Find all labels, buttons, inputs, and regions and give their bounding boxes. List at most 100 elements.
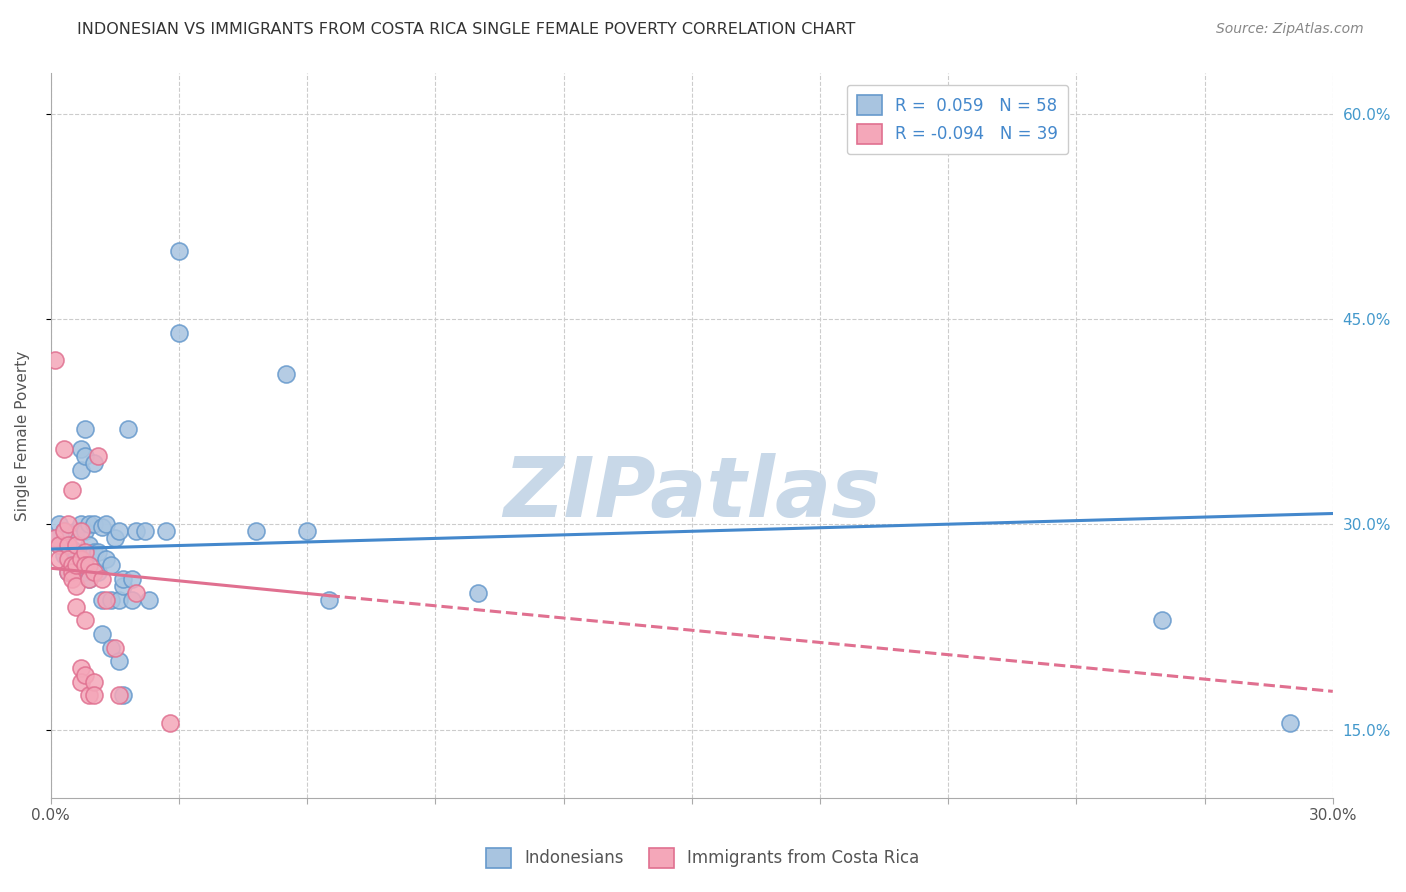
Point [69, 463, 91, 477]
Point [69, 524, 91, 539]
Point [79, 572, 101, 586]
Point [44, 353, 66, 368]
Point [56, 517, 79, 532]
Point [73, 558, 96, 573]
Point [167, 326, 190, 340]
Point [60, 558, 83, 573]
Point [91, 627, 114, 641]
Text: ZIPatlas: ZIPatlas [503, 453, 880, 534]
Point [73, 422, 96, 436]
Point [69, 442, 91, 457]
Point [155, 524, 177, 539]
Point [159, 715, 181, 730]
Point [87, 449, 110, 463]
Point [108, 524, 131, 539]
Point [69, 674, 91, 689]
Point [83, 689, 105, 703]
Point [52, 548, 75, 562]
Point [52, 442, 75, 457]
Point [83, 545, 105, 559]
Point [138, 592, 160, 607]
Point [69, 551, 91, 566]
Point [125, 586, 148, 600]
Point [79, 689, 101, 703]
Point [274, 367, 297, 381]
Point [73, 566, 96, 580]
Point [73, 545, 96, 559]
Point [467, 586, 489, 600]
Point [65, 599, 87, 614]
Point [56, 538, 79, 552]
Point [83, 517, 105, 532]
Point [79, 517, 101, 532]
Point [100, 592, 122, 607]
Point [65, 524, 87, 539]
Point [245, 524, 267, 539]
Point [83, 674, 105, 689]
Point [65, 545, 87, 559]
Legend: R =  0.059   N = 58, R = -0.094   N = 39: R = 0.059 N = 58, R = -0.094 N = 39 [846, 85, 1069, 154]
Point [96, 592, 118, 607]
Point [73, 449, 96, 463]
Point [112, 579, 135, 593]
Point [60, 566, 83, 580]
Point [108, 654, 131, 668]
Point [100, 640, 122, 655]
Point [1150, 613, 1173, 627]
Point [60, 483, 83, 498]
Point [96, 517, 118, 532]
Point [73, 613, 96, 627]
Point [73, 668, 96, 682]
Point [121, 572, 143, 586]
Point [60, 572, 83, 586]
Point [65, 579, 87, 593]
Legend: Indonesians, Immigrants from Costa Rica: Indonesians, Immigrants from Costa Rica [479, 841, 927, 875]
Point [104, 640, 127, 655]
Point [87, 545, 110, 559]
Point [134, 524, 156, 539]
Point [104, 531, 127, 545]
Point [121, 592, 143, 607]
Point [91, 572, 114, 586]
Point [48, 538, 70, 552]
Point [112, 689, 135, 703]
Point [65, 538, 87, 552]
Point [56, 551, 79, 566]
Point [60, 558, 83, 573]
Point [297, 524, 319, 539]
Point [56, 566, 79, 580]
Point [83, 456, 105, 470]
Text: INDONESIAN VS IMMIGRANTS FROM COSTA RICA SINGLE FEMALE POVERTY CORRELATION CHART: INDONESIAN VS IMMIGRANTS FROM COSTA RICA… [77, 22, 856, 37]
Point [79, 538, 101, 552]
Point [56, 566, 79, 580]
Point [108, 689, 131, 703]
Y-axis label: Single Female Poverty: Single Female Poverty [15, 351, 30, 521]
Point [83, 566, 105, 580]
Point [91, 592, 114, 607]
Point [167, 244, 190, 258]
Point [91, 520, 114, 534]
Point [56, 545, 79, 559]
Point [60, 542, 83, 557]
Point [96, 551, 118, 566]
Point [52, 524, 75, 539]
Point [100, 558, 122, 573]
Point [112, 572, 135, 586]
Point [69, 661, 91, 675]
Point [108, 592, 131, 607]
Point [79, 572, 101, 586]
Point [69, 517, 91, 532]
Point [125, 524, 148, 539]
Point [73, 551, 96, 566]
Point [44, 531, 66, 545]
Point [48, 538, 70, 552]
Point [73, 524, 96, 539]
Point [117, 422, 139, 436]
Point [52, 524, 75, 539]
Point [79, 558, 101, 573]
Point [48, 517, 70, 532]
Text: Source: ZipAtlas.com: Source: ZipAtlas.com [1216, 22, 1364, 37]
Point [48, 551, 70, 566]
Point [1279, 715, 1302, 730]
Point [318, 592, 340, 607]
